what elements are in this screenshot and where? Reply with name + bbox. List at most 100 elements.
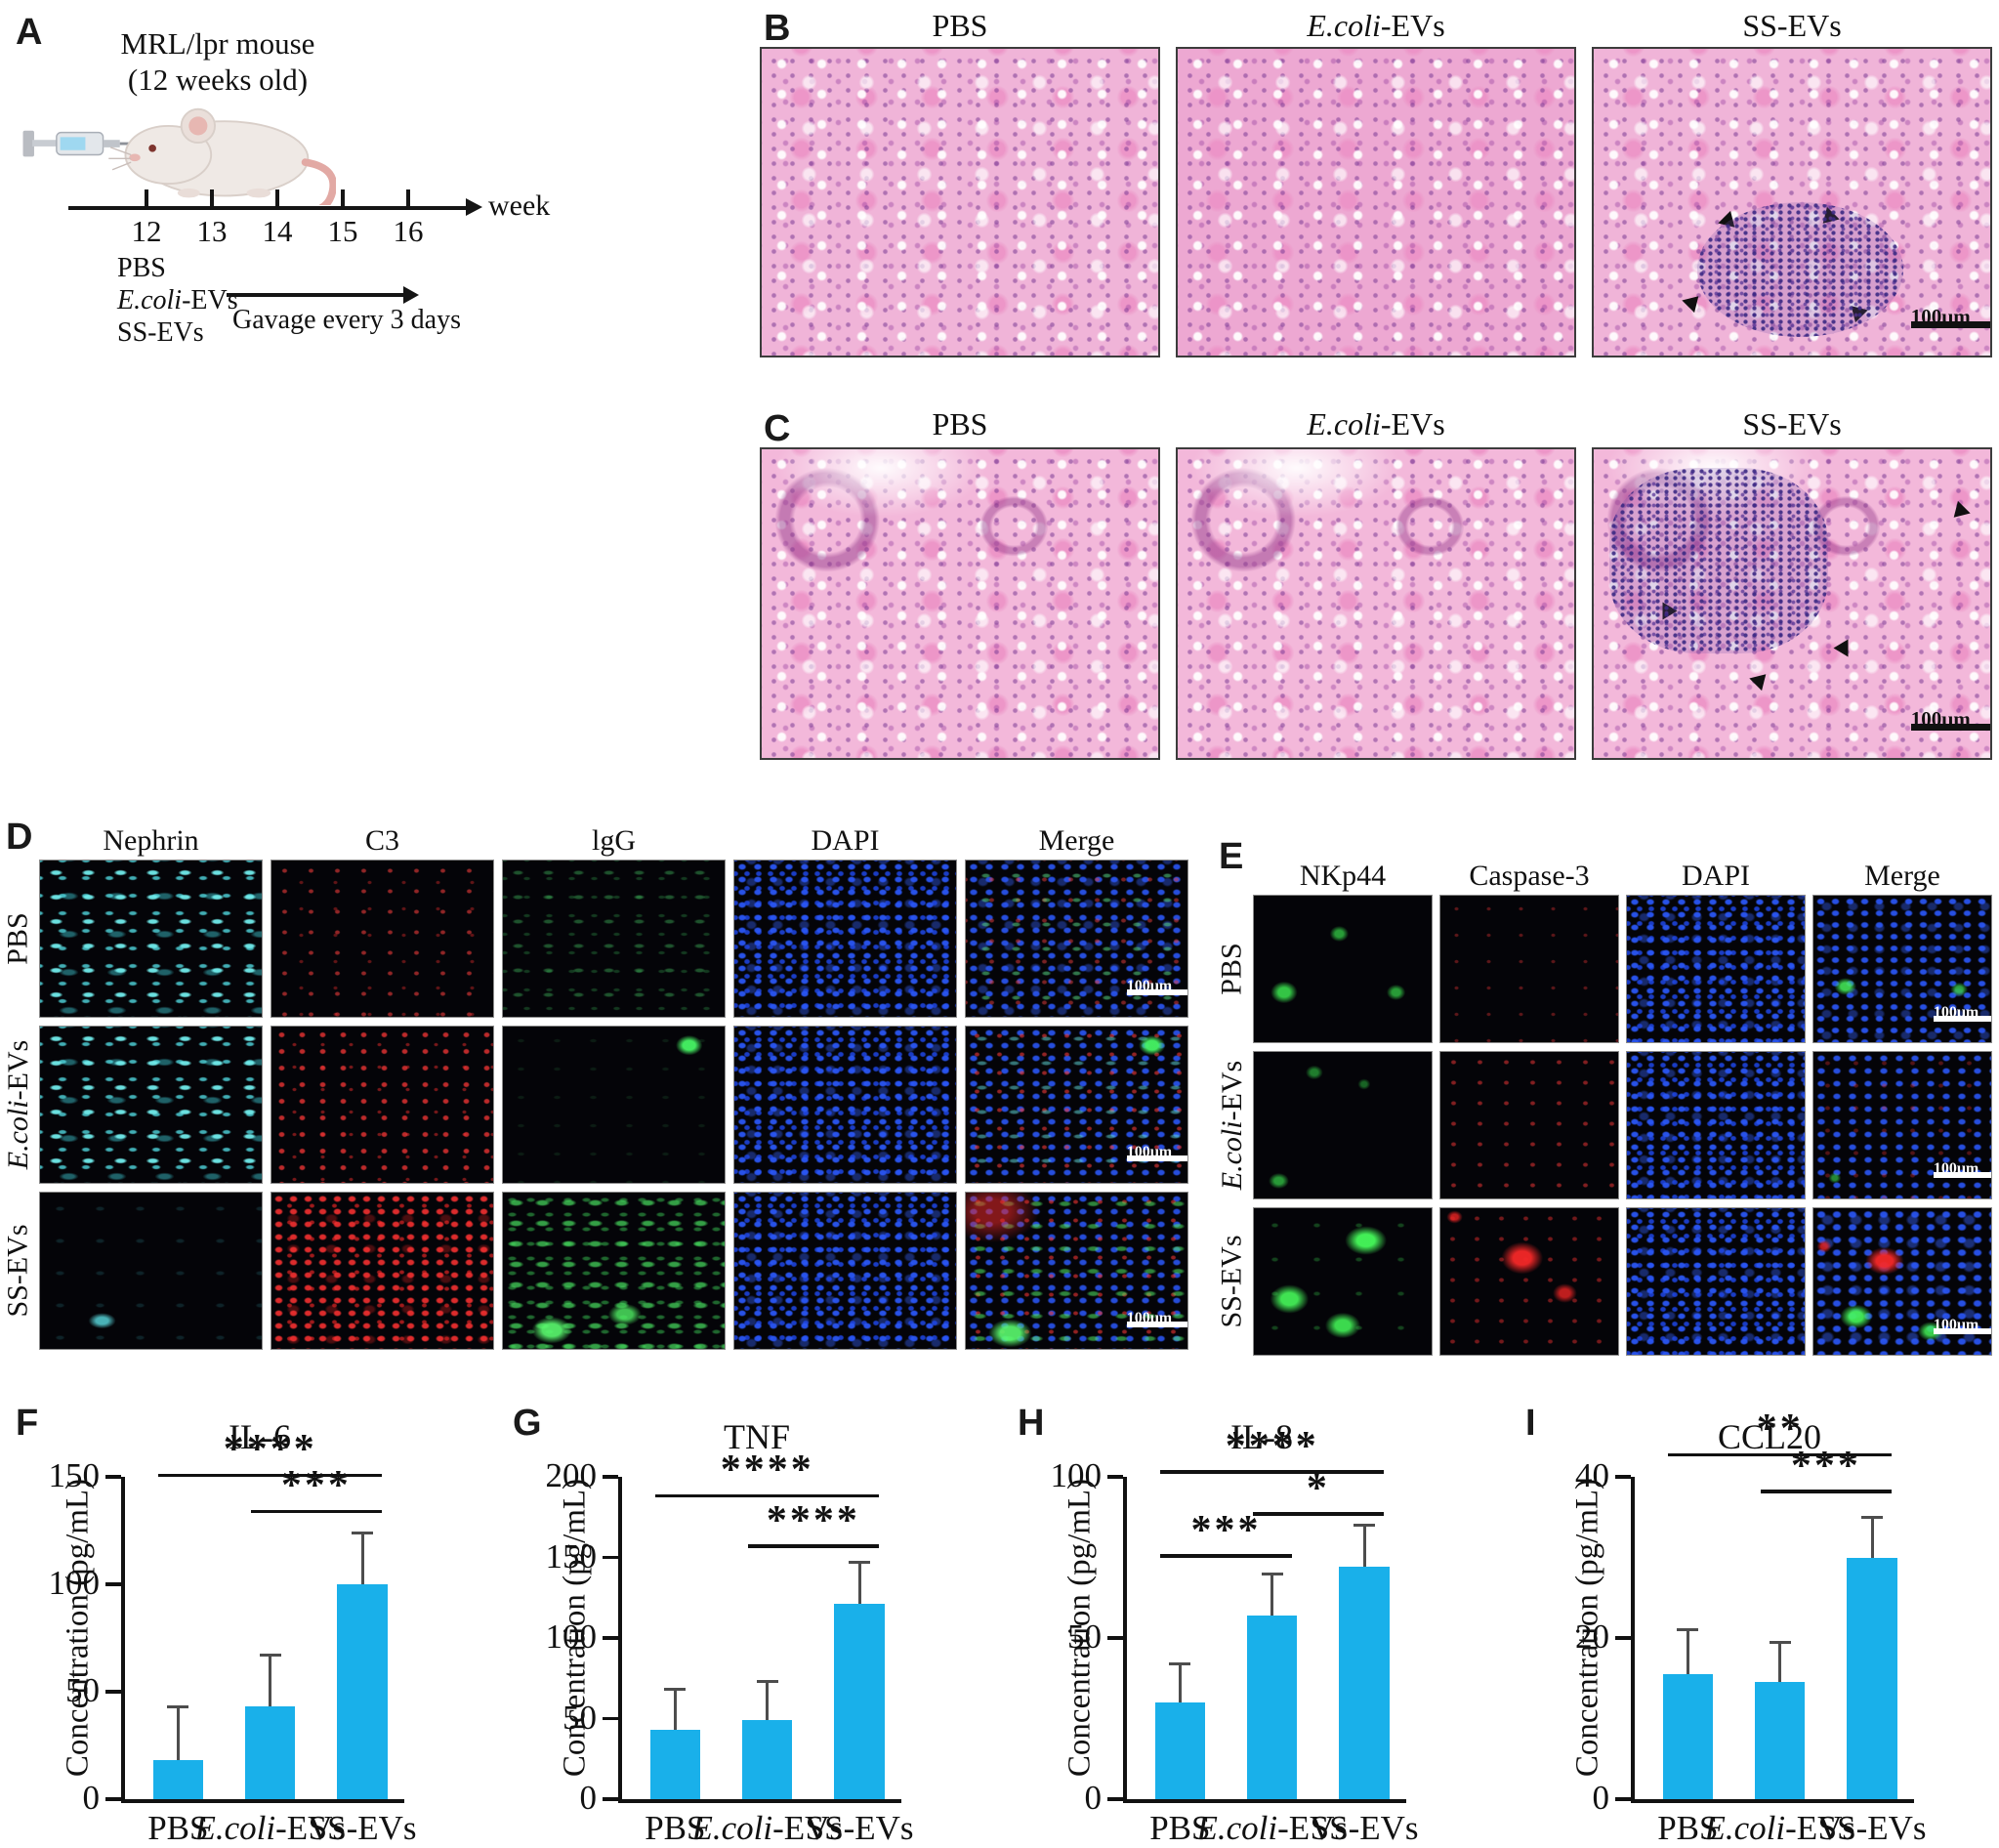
- panel-f-label: F: [16, 1403, 39, 1444]
- y-axis-tick-label: 0: [579, 1779, 598, 1817]
- scale-bar-line: [1933, 1328, 1991, 1334]
- panel-e-row-ss: SS-EVs: [1216, 1235, 1248, 1328]
- significance-line: [1252, 1512, 1385, 1516]
- error-bar-cap: [1261, 1572, 1283, 1575]
- arrowhead-icon: [1816, 207, 1841, 231]
- y-axis-tick-label: 150: [48, 1456, 101, 1494]
- plot-area: 0 50 100 150 200 PBS E.coli-EVs SS-EVs **** ****: [546, 1448, 914, 1847]
- y-axis-tick-label: 0: [1084, 1779, 1103, 1817]
- arrowhead-icon: [1662, 602, 1678, 620]
- x-category-label: E.coli-EVs: [1704, 1809, 1855, 1847]
- scale-bar-line: [1933, 1016, 1991, 1022]
- micrograph-c-ecoli: [1176, 447, 1576, 760]
- scale-bar: 100μm: [1933, 1316, 1991, 1334]
- micrograph-e-ecoli-nkp44: [1253, 1051, 1433, 1199]
- chart-ccl20: I CCL20 Concentration (pg/mL) 0 20 40 PBS E.…: [1516, 1391, 1996, 1848]
- panel-c-col-ss: SS-EVs: [1742, 406, 1842, 441]
- y-axis-tick: [603, 1716, 618, 1720]
- micrograph-b-pbs: [760, 47, 1160, 357]
- significance-line: [250, 1509, 383, 1514]
- timeline-tick: [210, 189, 214, 206]
- panel-b-label: B: [764, 8, 791, 49]
- significance-stars: ***: [1790, 1443, 1861, 1489]
- error-bar-cap: [1861, 1515, 1884, 1519]
- y-axis-tick-label: 50: [1067, 1617, 1102, 1656]
- bar-PBS: [649, 1730, 701, 1799]
- scale-bar-line: [1126, 988, 1187, 995]
- y-axis-tick: [603, 1797, 618, 1801]
- micrograph-d-ecoli-nephrin: [39, 1026, 263, 1184]
- chart-title: CCL20: [1717, 1417, 1821, 1456]
- panel-a-schematic: A MRL/lpr mouse (12 weeks old): [0, 0, 664, 371]
- x-category-label: PBS: [1149, 1809, 1211, 1847]
- error-bar-cap: [1169, 1661, 1191, 1665]
- panel-e-label: E: [1219, 836, 1244, 877]
- bar-SS-EVs: [1339, 1567, 1390, 1799]
- panel-d-label: D: [6, 817, 33, 858]
- error-bar: [1178, 1663, 1182, 1702]
- y-axis-tick-label: 100: [1050, 1456, 1103, 1494]
- mouse-syringe-illustration: [22, 107, 336, 205]
- y-axis-tick: [603, 1555, 618, 1559]
- micrograph-e-ss-caspase3: [1439, 1207, 1619, 1356]
- chart-title: TNF: [723, 1417, 790, 1456]
- scale-bar: 100μm: [1910, 305, 1990, 328]
- significance-line: [1160, 1470, 1385, 1474]
- significance-stars: ****: [223, 1427, 317, 1472]
- panel-h-label: H: [1018, 1403, 1045, 1444]
- error-bar: [1362, 1525, 1366, 1568]
- y-axis-tick: [603, 1475, 618, 1479]
- timeline-tick: [341, 189, 345, 206]
- bar-PBS: [1662, 1674, 1714, 1799]
- x-category-label: E.coli-EVs: [1196, 1809, 1348, 1847]
- significance-line: [1668, 1452, 1893, 1457]
- error-bar-cap: [352, 1531, 374, 1534]
- y-axis-tick-label: 0: [1592, 1779, 1610, 1817]
- chart-il6: F IL-6 Concentration (pg/mL) 0 50 100 150 PB…: [6, 1391, 499, 1848]
- error-bar: [673, 1689, 677, 1731]
- panel-d-col-nephrin: Nephrin: [103, 824, 199, 857]
- chart-il8: H IL-8 Concentration (pg/mL) 0 50 100 PBS E.…: [1008, 1391, 1508, 1848]
- micrograph-d-ss-c3: [271, 1192, 494, 1350]
- y-axis-tick-label: 50: [65, 1671, 100, 1709]
- micrograph-d-pbs-c3: [271, 860, 494, 1018]
- error-bar-cap: [1353, 1524, 1376, 1527]
- error-bar-cap: [259, 1654, 281, 1658]
- y-axis-tick: [105, 1797, 121, 1801]
- scale-bar-line: [1126, 1155, 1187, 1161]
- y-axis-tick-label: 20: [1575, 1617, 1609, 1656]
- micrograph-e-pbs-nkp44: [1253, 895, 1433, 1043]
- week-number: 16: [393, 214, 424, 248]
- panel-i-label: I: [1525, 1403, 1536, 1444]
- y-axis-tick: [1107, 1475, 1123, 1479]
- error-bar: [269, 1655, 272, 1707]
- mouse-strain-text: MRL/lpr mouse: [120, 26, 315, 61]
- significance-stars: ***: [1190, 1507, 1262, 1553]
- error-bar: [1778, 1642, 1782, 1683]
- panel-b-col-pbs: PBS: [932, 8, 988, 43]
- timeline-tick: [406, 189, 410, 206]
- plot-area: 0 50 100 150 PBS E.coli-EVs SS-EVs **** ***: [49, 1427, 417, 1847]
- x-category-label: E.coli-EVs: [194, 1809, 346, 1847]
- arrowhead-icon: [1845, 299, 1868, 322]
- bar-E.coli-EVs: [244, 1706, 296, 1799]
- panel-e-col-merge: Merge: [1864, 860, 1940, 892]
- scale-bar: 100μm: [1933, 1159, 1991, 1178]
- micrograph-e-ss-dapi: [1626, 1207, 1806, 1356]
- panel-d-row-ss: SS-EVs: [2, 1224, 34, 1318]
- error-bar: [766, 1681, 770, 1721]
- week-number: 13: [196, 214, 228, 248]
- chart-title: IL-8: [1230, 1417, 1293, 1456]
- error-bar: [360, 1533, 364, 1584]
- micrograph-d-ss-nephrin: [39, 1192, 263, 1350]
- panel-a-label: A: [16, 12, 43, 53]
- panel-b-col-ecoli: E.coli-EVs: [1307, 8, 1445, 43]
- error-bar: [857, 1562, 861, 1605]
- panel-e-col-dapi: DAPI: [1681, 860, 1750, 892]
- x-category-label: SS-EVs: [1310, 1809, 1419, 1847]
- timeline-axis: [68, 189, 482, 215]
- significance-stars: ***: [280, 1463, 352, 1509]
- y-axis-tick-label: 40: [1575, 1456, 1609, 1494]
- x-category-label: PBS: [147, 1809, 209, 1847]
- error-bar-cap: [664, 1688, 687, 1692]
